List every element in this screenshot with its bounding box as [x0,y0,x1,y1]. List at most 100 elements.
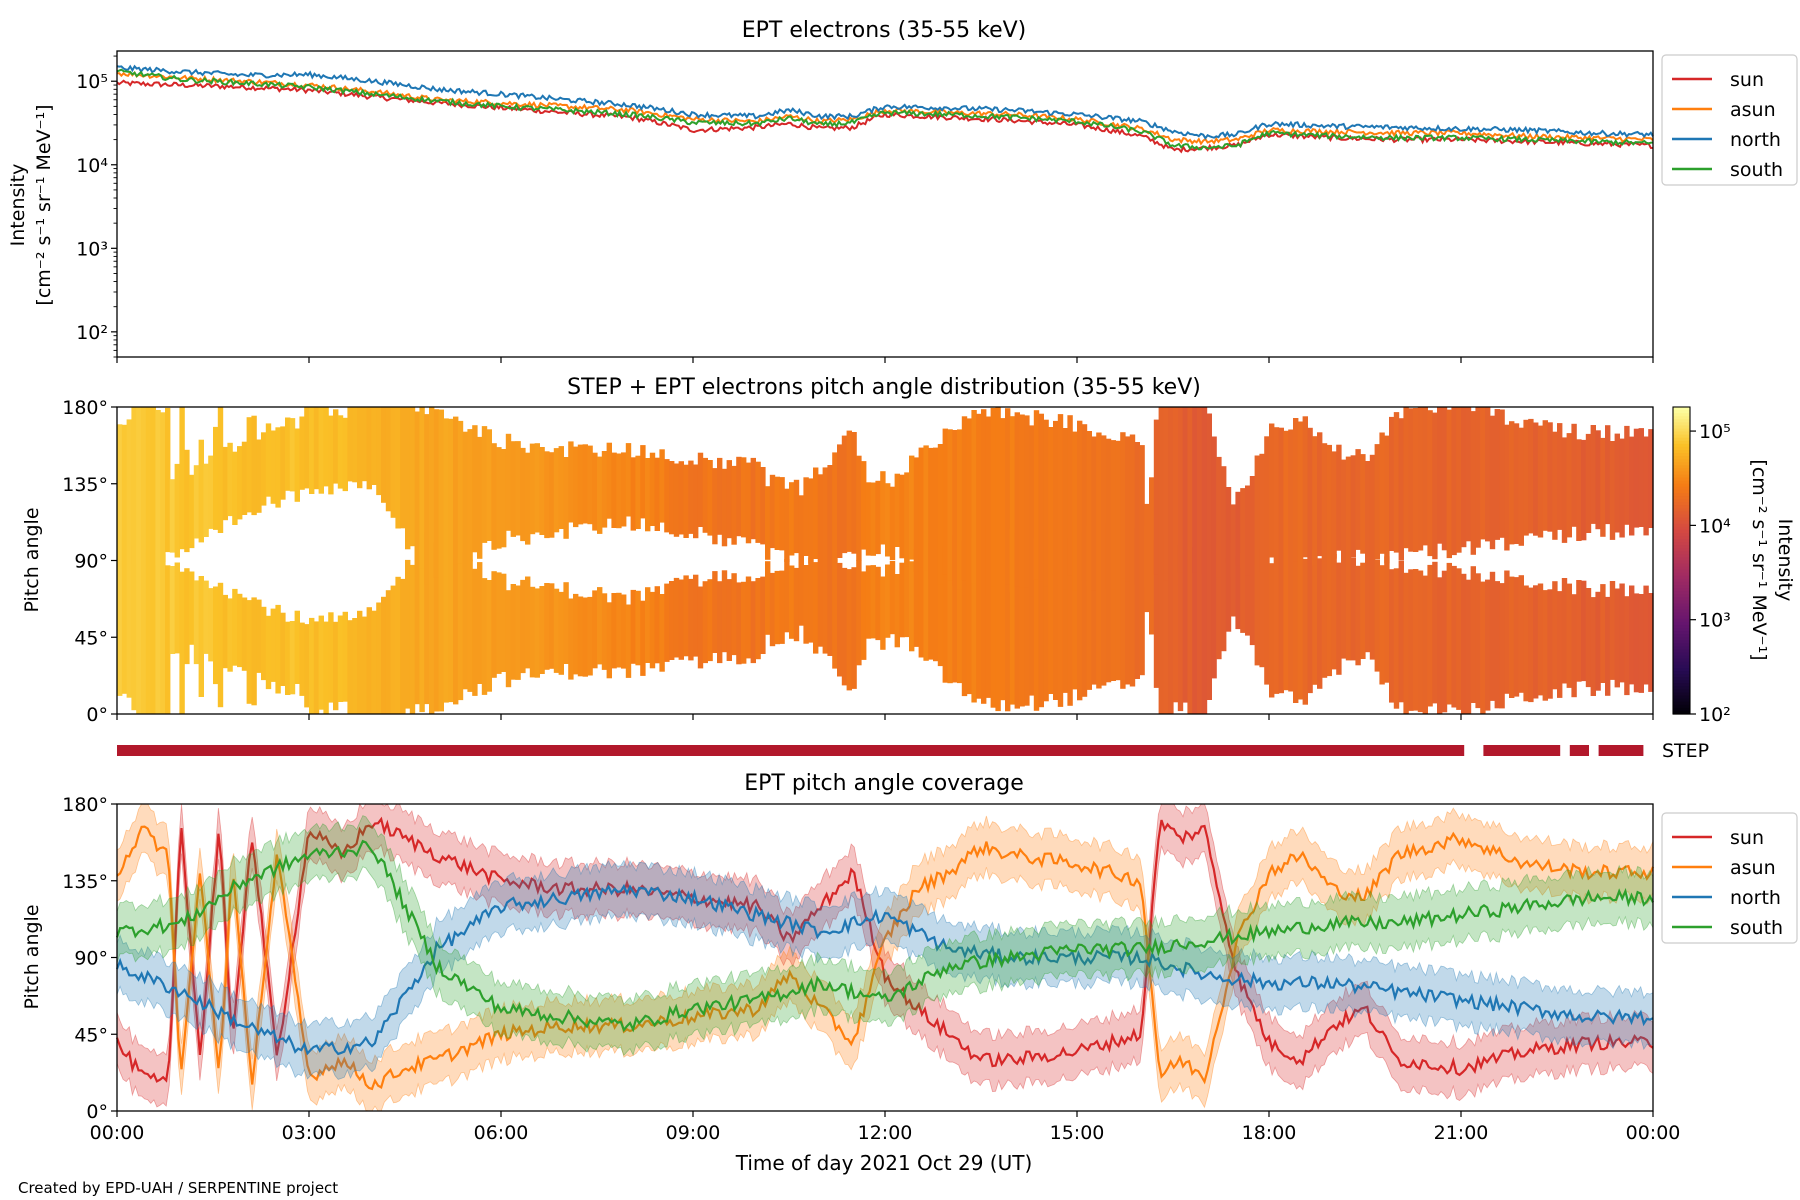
pad-cell [1345,456,1352,560]
colorbar-segment [1673,581,1690,586]
pad-cell [1403,407,1409,549]
colorbar-segment [1673,631,1690,635]
colorbar-segment [1673,440,1690,445]
colorbar-segment [1673,664,1690,669]
pad-cell [649,452,656,526]
pad-cell [1129,534,1136,687]
pad-cell [1379,565,1385,685]
pad-cell [558,591,564,675]
coverage-ytick-label: 90° [74,948,108,970]
pad-cell [309,617,315,714]
pad-cell [861,571,867,660]
colorbar-segment [1673,502,1690,506]
pad-cell [1384,556,1390,683]
pad-cell [1077,533,1083,701]
colorbar-segment [1673,548,1690,552]
coverage-xlabel: Time of day 2021 Oct 29 (UT) [735,1151,1033,1175]
pad-cell [1019,532,1025,707]
pad-cell [237,446,243,520]
pad-cell [851,432,857,554]
legend-label-asun: asun [1730,99,1776,121]
pad-cell [1331,554,1337,670]
pad-ytick-label: 90° [74,551,108,573]
pad-cell [1168,543,1174,714]
pad-cell [131,544,137,711]
pad-cell [683,464,689,538]
pad-cell [1432,412,1438,560]
pad-cell [1345,554,1352,661]
pad-cell [1302,558,1308,705]
pad-cell [664,459,670,533]
colorbar-segment [1673,677,1690,681]
pad-cell [285,621,291,695]
pad-cell [635,590,641,666]
pad-cell [1182,534,1188,703]
pad-cell [928,447,934,579]
pad-cell [976,413,982,592]
colorbar-segment [1673,508,1690,512]
pad-cell [693,464,699,539]
pad-cell [1269,563,1275,698]
pad-cell [395,576,401,714]
pad-cell [875,566,881,641]
pad-cell [1561,437,1568,543]
pad-cell [1350,455,1356,558]
pad-cell [174,562,180,654]
pad-cell [275,427,281,508]
pad-cell [813,467,819,559]
pad-cell [688,578,694,661]
pad-cell [261,606,267,681]
pad-cell [789,482,795,556]
pad-cell [1648,429,1654,528]
pad-cell [1504,424,1510,551]
pad-cell [1197,546,1203,714]
pad-cell [640,445,646,519]
colorbar-segment [1673,499,1690,503]
pad-cell [1643,436,1649,536]
pad-cell [1057,537,1064,707]
coverage-y-ticks: 0° 45° 90° 135° 180° [62,794,117,1123]
pad-cell [366,607,372,714]
pad-cell [289,418,296,492]
pad-cell [1288,547,1294,692]
pad-cell [390,585,396,714]
coverage-xtick-label: 00:00 [1626,1122,1681,1144]
pad-cell [1417,407,1424,551]
pad-cell [1024,415,1030,588]
pad-cell [904,472,910,567]
pad-cell [1475,573,1481,709]
pad-cell [793,479,800,554]
step-coverage-segment [117,745,1465,756]
pad-cell [1413,408,1419,552]
colorbar-segment [1673,428,1690,433]
pad-cell [419,546,425,713]
colorbar-segment [1673,578,1690,583]
colorbar-segment [1673,471,1690,476]
pad-cell [539,447,545,535]
pad-cell [1350,557,1356,661]
pad-cell [261,432,267,506]
pad-cell [1177,545,1184,712]
colorbar-segment [1673,551,1690,555]
pad-cell [1590,597,1596,696]
pad-cell [1528,587,1534,703]
pad-cell [217,582,224,708]
pad-cell [1533,422,1539,536]
colorbar-tick-label: 10⁵ [1699,421,1731,443]
pad-cell [352,407,358,483]
pad-cell [1149,477,1155,580]
pad-cell [928,542,934,660]
pad-cell [1014,533,1020,709]
pad-cell [1422,407,1428,546]
pad-cell [937,444,944,585]
coverage-ytick-label: 180° [62,794,108,816]
pad-cell [472,568,478,696]
pad-cell [736,582,742,665]
pad-cell [313,621,320,714]
pad-cell [1494,581,1500,709]
colorbar-segment [1673,542,1690,546]
colorbar-segment [1673,480,1690,485]
pad-cell [726,460,732,539]
pad-cell [1187,407,1193,571]
pad-cell [1331,451,1337,559]
